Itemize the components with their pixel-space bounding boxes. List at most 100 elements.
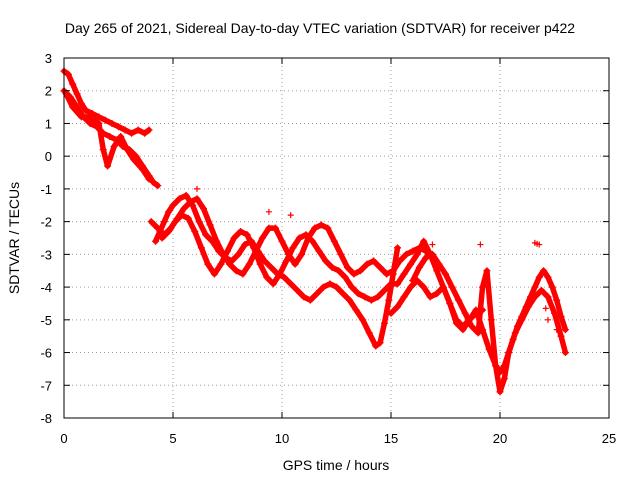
data-point — [544, 293, 552, 301]
data-point — [387, 280, 395, 288]
data-point — [333, 283, 340, 291]
data-point — [121, 126, 129, 134]
data-point — [193, 195, 201, 203]
data-point — [535, 273, 543, 281]
data-point — [422, 254, 430, 262]
data-point — [99, 146, 107, 154]
data-point — [322, 257, 330, 265]
data-point — [77, 113, 85, 121]
data-point — [217, 260, 225, 268]
data-point — [287, 280, 295, 288]
data-point — [186, 198, 194, 206]
y-tick-label: -5 — [40, 313, 52, 328]
data-point — [258, 234, 266, 242]
data-point — [110, 142, 118, 150]
isolated-point — [544, 316, 551, 323]
data-point — [313, 290, 321, 298]
data-point — [300, 293, 308, 301]
x-tick-label: 20 — [493, 431, 507, 446]
data-point — [524, 303, 532, 311]
data-point — [518, 316, 526, 324]
data-point — [176, 195, 184, 203]
data-point — [326, 280, 334, 288]
data-point — [452, 319, 460, 327]
data-point — [461, 309, 469, 317]
data-point — [459, 326, 467, 334]
y-tick-label: 0 — [45, 149, 52, 164]
data-point — [82, 106, 90, 114]
x-tick-label: 10 — [275, 431, 289, 446]
data-point — [256, 260, 264, 268]
data-point — [383, 270, 391, 278]
data-point — [278, 237, 286, 245]
data-point — [551, 309, 558, 317]
data-point — [230, 234, 238, 242]
data-marks — [60, 67, 569, 396]
data-point — [474, 329, 482, 337]
y-tick-label: -4 — [40, 280, 52, 295]
data-point — [239, 270, 247, 278]
data-point — [483, 267, 491, 275]
isolated-point — [193, 185, 200, 192]
series-track-a — [60, 67, 153, 137]
data-point — [64, 70, 72, 78]
data-point — [311, 224, 319, 232]
data-point — [428, 250, 436, 258]
y-tick-label: 1 — [45, 116, 52, 131]
data-point — [104, 162, 112, 170]
data-point — [86, 113, 94, 121]
chart-title: Day 265 of 2021, Sidereal Day-to-day VTE… — [65, 20, 575, 36]
data-point — [557, 332, 565, 340]
data-point — [442, 270, 449, 278]
data-point — [407, 283, 415, 291]
data-point — [346, 296, 354, 304]
data-point — [291, 260, 299, 268]
data-point — [365, 329, 373, 337]
x-tick-label: 5 — [169, 431, 176, 446]
data-point — [537, 286, 545, 294]
y-tick-label: -6 — [40, 346, 52, 361]
data-point — [540, 267, 548, 275]
y-tick-label: -2 — [40, 215, 52, 230]
data-point — [243, 231, 251, 239]
y-tick-label: -7 — [40, 378, 52, 393]
data-point — [86, 119, 94, 127]
data-point — [280, 273, 288, 281]
data-point — [145, 175, 153, 183]
data-point — [376, 263, 384, 271]
data-point — [370, 257, 378, 265]
data-point — [376, 339, 384, 347]
data-point — [341, 273, 349, 281]
data-point — [261, 257, 269, 265]
data-point — [402, 250, 410, 258]
data-point — [101, 116, 109, 124]
data-point — [352, 306, 360, 314]
data-point — [496, 388, 504, 396]
data-point — [263, 273, 271, 281]
data-point — [448, 283, 456, 291]
data-point — [276, 270, 284, 278]
data-point — [169, 201, 177, 209]
data-point — [468, 322, 476, 330]
data-point — [204, 260, 212, 268]
data-point — [420, 237, 428, 245]
data-point — [446, 299, 454, 307]
data-point — [145, 126, 153, 134]
data-point — [317, 221, 325, 229]
data-point — [359, 316, 367, 324]
data-point — [202, 231, 210, 239]
data-point — [487, 316, 495, 324]
data-point — [106, 133, 114, 141]
data-point — [433, 267, 441, 275]
data-point — [511, 329, 519, 337]
data-point — [200, 205, 208, 213]
data-point — [330, 237, 338, 245]
data-point — [400, 270, 408, 278]
series-band — [61, 68, 152, 137]
data-point — [348, 283, 356, 291]
data-point — [77, 100, 85, 108]
data-point — [95, 119, 103, 127]
data-point — [165, 208, 173, 216]
data-point — [505, 349, 513, 357]
